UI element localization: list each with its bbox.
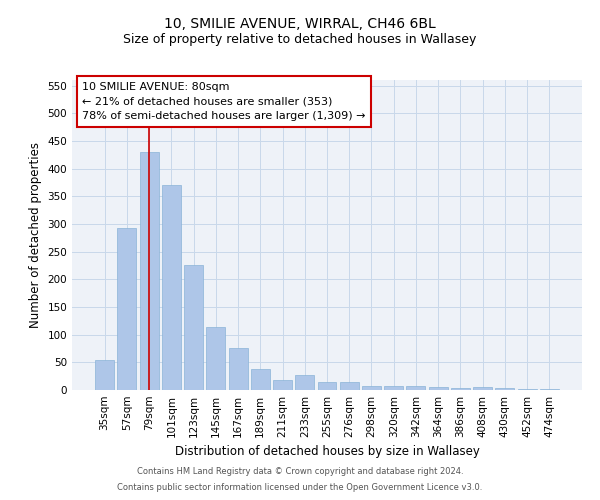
Text: Contains HM Land Registry data © Crown copyright and database right 2024.: Contains HM Land Registry data © Crown c… (137, 467, 463, 476)
Bar (429, 387, 448, 390)
Y-axis label: Number of detached properties: Number of detached properties (29, 142, 42, 328)
Bar (540, 389, 559, 390)
Bar (95, 360, 114, 390)
Bar (384, 386, 403, 390)
Bar (162, 185, 181, 390)
Text: Size of property relative to detached houses in Wallasey: Size of property relative to detached ho… (124, 32, 476, 46)
Bar (340, 382, 359, 390)
Bar (295, 374, 314, 390)
Bar (229, 348, 248, 390)
Bar (251, 369, 270, 390)
Bar (451, 388, 470, 390)
Bar (473, 387, 492, 390)
Bar (140, 152, 158, 390)
Bar (362, 386, 381, 390)
Bar (206, 328, 225, 390)
Text: Contains public sector information licensed under the Open Government Licence v3: Contains public sector information licen… (118, 484, 482, 492)
Text: 10, SMILIE AVENUE, WIRRAL, CH46 6BL: 10, SMILIE AVENUE, WIRRAL, CH46 6BL (164, 18, 436, 32)
Bar (273, 380, 292, 390)
Bar (317, 382, 337, 390)
Text: 10 SMILIE AVENUE: 80sqm
← 21% of detached houses are smaller (353)
78% of semi-d: 10 SMILIE AVENUE: 80sqm ← 21% of detache… (82, 82, 366, 121)
Bar (518, 389, 536, 390)
Bar (184, 266, 203, 390)
Bar (118, 228, 136, 390)
Bar (406, 386, 425, 390)
X-axis label: Distribution of detached houses by size in Wallasey: Distribution of detached houses by size … (175, 446, 479, 458)
Bar (496, 388, 514, 390)
